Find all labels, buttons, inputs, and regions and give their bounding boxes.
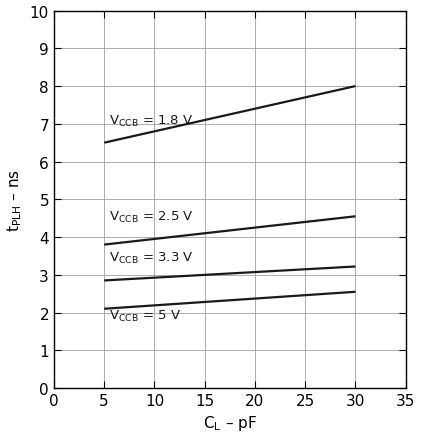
Text: V$\mathregular{_{CCB}}$ = 5 V: V$\mathregular{_{CCB}}$ = 5 V — [109, 308, 181, 323]
Text: V$\mathregular{_{CCB}}$ = 1.8 V: V$\mathregular{_{CCB}}$ = 1.8 V — [109, 113, 194, 128]
Y-axis label: t$\mathregular{_{PLH}}$ – ns: t$\mathregular{_{PLH}}$ – ns — [5, 168, 24, 231]
Text: V$\mathregular{_{CCB}}$ = 3.3 V: V$\mathregular{_{CCB}}$ = 3.3 V — [109, 251, 194, 266]
X-axis label: C$\mathregular{_L}$ – pF: C$\mathregular{_L}$ – pF — [203, 413, 257, 432]
Text: V$\mathregular{_{CCB}}$ = 2.5 V: V$\mathregular{_{CCB}}$ = 2.5 V — [109, 209, 194, 224]
